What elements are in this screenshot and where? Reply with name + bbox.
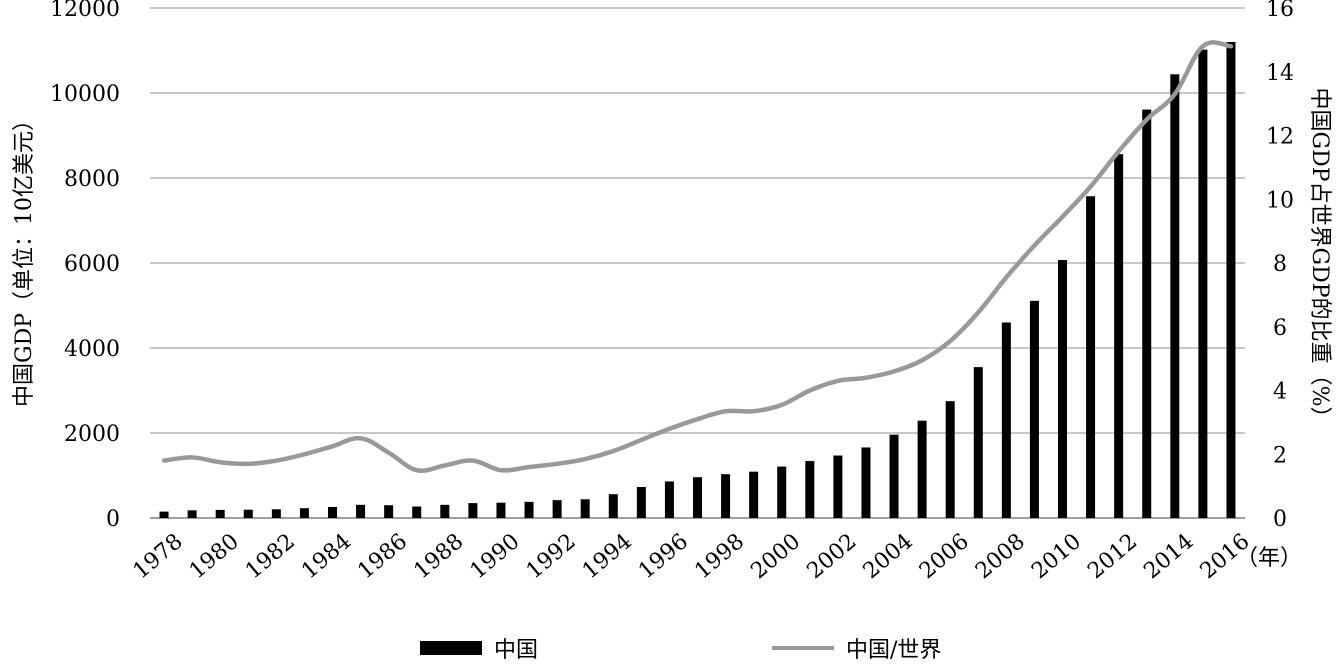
y2-tick-label: 12 [1266, 125, 1294, 150]
y-tick-label: 10000 [50, 82, 120, 107]
legend-swatch-bar [420, 641, 482, 655]
x-tick-label: 1984 [297, 529, 356, 584]
y-tick-label: 12000 [50, 0, 120, 22]
legend-label-china: 中国 [494, 638, 539, 663]
x-tick-label: 1998 [690, 529, 749, 584]
bar [524, 501, 534, 518]
bar [1058, 260, 1067, 518]
bar [412, 506, 422, 518]
bar [861, 447, 871, 518]
y2-tick-label: 14 [1266, 61, 1294, 86]
bar [721, 474, 731, 518]
y2-tick-label: 16 [1266, 0, 1294, 22]
legend-swatch-line [772, 646, 834, 650]
x-tick-label: 1980 [185, 529, 244, 584]
bar [973, 367, 983, 518]
x-tick-label: 1978 [129, 529, 188, 584]
bar [468, 503, 478, 518]
legend-item-china-world: 中国/世界 [772, 632, 941, 664]
bar [608, 494, 618, 518]
bar [917, 420, 927, 518]
legend-item-china: 中国 [420, 632, 538, 664]
bar [1142, 109, 1152, 518]
bar [777, 466, 787, 518]
bar [1114, 154, 1124, 518]
y-axis-left-ticks: 0 2000 4000 6000 8000 10000 12000 [50, 0, 120, 532]
bar-series-china [159, 42, 1236, 519]
y2-tick-label: 2 [1273, 443, 1287, 468]
line-series-china-world [161, 40, 1234, 473]
bar [440, 504, 450, 518]
bar [384, 505, 394, 518]
bar [159, 511, 169, 518]
bar [243, 509, 253, 518]
y-tick-label: 2000 [64, 422, 120, 447]
x-axis-unit: （年） [1236, 546, 1303, 571]
x-tick-label: 1982 [241, 529, 300, 584]
x-tick-label: 1994 [578, 529, 637, 584]
bar [693, 477, 702, 518]
x-tick-label: 2014 [1139, 529, 1198, 584]
bar [271, 509, 281, 518]
bar [1198, 49, 1208, 519]
bar [580, 499, 590, 518]
bar [187, 510, 197, 518]
x-tick-label: 1992 [522, 529, 581, 584]
bar [496, 502, 506, 518]
y2-tick-label: 0 [1273, 507, 1287, 532]
y2-tick-label: 10 [1266, 188, 1294, 213]
bar [1029, 300, 1039, 518]
bar [1170, 74, 1180, 519]
x-axis-ticks: 1978198019821984198619881990199219941996… [129, 529, 1255, 584]
bar [1226, 42, 1236, 518]
bar [1086, 196, 1096, 518]
x-tick-label: 1990 [466, 529, 525, 584]
x-tick-label: 2012 [1083, 529, 1142, 584]
y-tick-label: 4000 [64, 337, 120, 362]
x-tick-label: 2008 [971, 529, 1030, 584]
y-tick-label: 6000 [64, 252, 120, 277]
y-axis-left-label: 中国GDP（单位：10亿美元） [12, 108, 37, 408]
bar [889, 434, 899, 518]
x-tick-label: 2004 [859, 529, 918, 584]
bar [945, 401, 955, 518]
x-tick-label: 1988 [409, 529, 468, 584]
y-axis-right-label: 中国GDP占世界GDP的比重（%） [1307, 87, 1332, 429]
x-tick-label: 2006 [915, 529, 974, 584]
y-tick-label: 0 [106, 507, 120, 532]
bar [215, 509, 225, 518]
bar [1001, 322, 1011, 518]
y-tick-label: 8000 [64, 167, 120, 192]
bar [328, 506, 337, 518]
bar [356, 504, 366, 518]
bar [664, 481, 674, 518]
y2-tick-label: 6 [1273, 316, 1287, 341]
legend-label-china-world: 中国/世界 [846, 638, 942, 663]
x-tick-label: 2000 [746, 529, 805, 584]
bar [636, 486, 646, 518]
bar [805, 461, 815, 518]
x-tick-label: 2002 [803, 529, 862, 584]
gridlines [150, 7, 1245, 519]
x-tick-label: 1986 [353, 529, 412, 584]
bar [552, 500, 562, 518]
y-axis-right-ticks: 0 2 4 6 8 10 12 14 16 [1266, 0, 1294, 532]
y2-tick-label: 4 [1273, 380, 1287, 405]
y2-tick-label: 8 [1273, 252, 1287, 277]
legend: 中国 中国/世界 [0, 632, 1338, 664]
bar [749, 471, 759, 518]
bar [833, 455, 843, 518]
x-tick-label: 1996 [634, 529, 693, 584]
bar [299, 508, 309, 518]
x-tick-label: 2010 [1027, 529, 1086, 584]
